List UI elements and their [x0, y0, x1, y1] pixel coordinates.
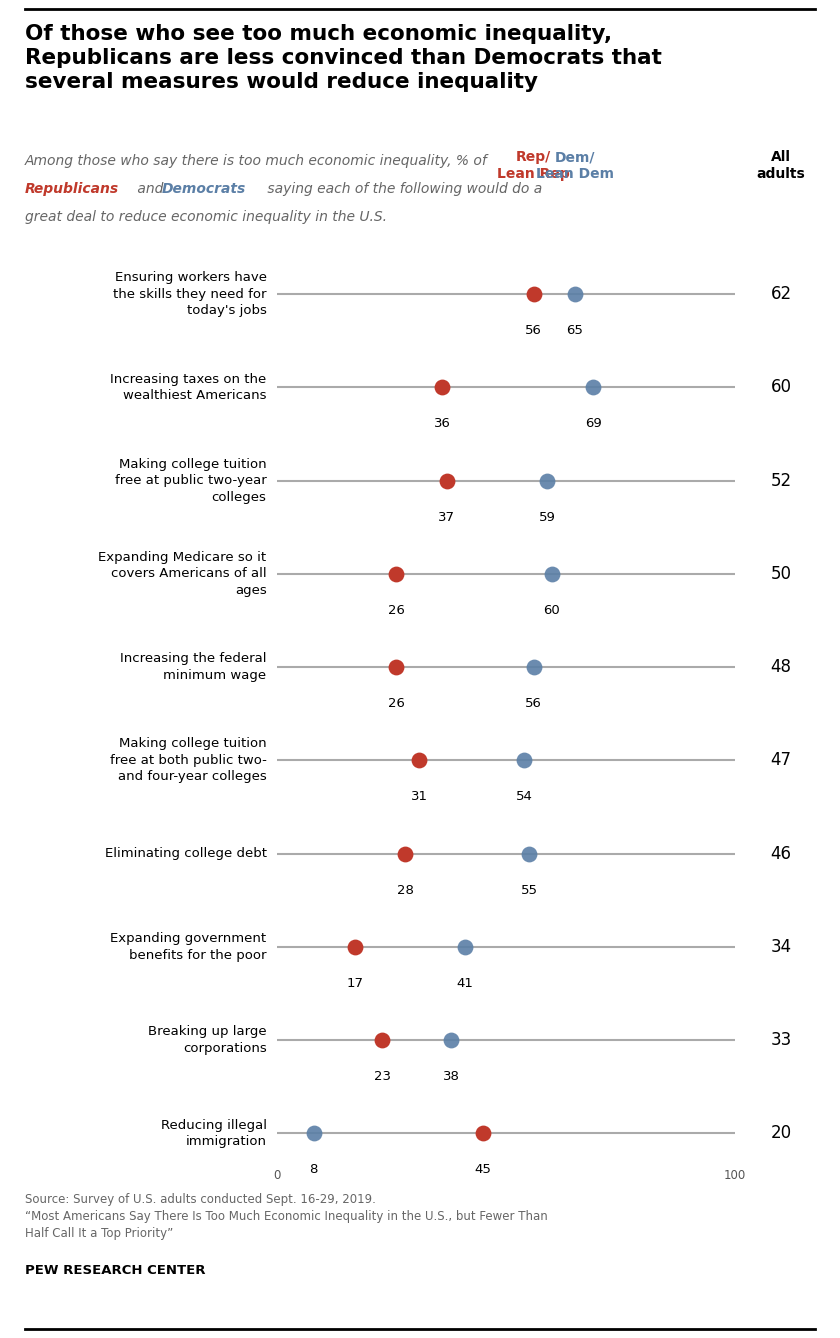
Text: 28: 28 [397, 883, 414, 896]
Point [412, 749, 426, 771]
Text: PEW RESEARCH CENTER: PEW RESEARCH CENTER [25, 1264, 206, 1278]
Text: saying each of the following would do a: saying each of the following would do a [263, 182, 542, 195]
Text: All
adults: All adults [757, 150, 806, 181]
Point [390, 657, 403, 678]
Text: Expanding government
benefits for the poor: Expanding government benefits for the po… [110, 933, 266, 962]
Text: 50: 50 [771, 565, 792, 583]
Text: 23: 23 [374, 1070, 391, 1082]
Text: and: and [133, 182, 167, 195]
Text: 56: 56 [525, 697, 542, 710]
Text: 69: 69 [585, 417, 601, 431]
Text: Democrats: Democrats [162, 182, 246, 195]
Point [586, 377, 600, 399]
Point [541, 470, 554, 491]
Text: Breaking up large
corporations: Breaking up large corporations [148, 1025, 266, 1054]
Text: 60: 60 [771, 379, 792, 396]
Point [375, 1029, 389, 1050]
Text: 48: 48 [771, 658, 792, 676]
Text: Of those who see too much economic inequality,
Republicans are less convinced th: Of those who see too much economic inequ… [25, 24, 662, 92]
Text: great deal to reduce economic inequality in the U.S.: great deal to reduce economic inequality… [25, 210, 387, 223]
Text: 8: 8 [310, 1163, 318, 1176]
Text: 0: 0 [274, 1169, 281, 1181]
Text: 31: 31 [411, 791, 428, 803]
Point [307, 1123, 321, 1144]
Point [390, 563, 403, 585]
Point [522, 843, 536, 864]
Text: 41: 41 [456, 977, 473, 990]
Text: 54: 54 [516, 791, 533, 803]
Text: Making college tuition
free at both public two-
and four-year colleges: Making college tuition free at both publ… [110, 737, 266, 784]
Text: 55: 55 [521, 883, 538, 896]
Point [527, 284, 540, 305]
Point [444, 1029, 458, 1050]
Text: 56: 56 [525, 324, 542, 337]
Text: Ensuring workers have
the skills they need for
today's jobs: Ensuring workers have the skills they ne… [113, 272, 266, 317]
Text: 46: 46 [771, 844, 792, 863]
Point [458, 937, 471, 958]
Text: Rep/
Lean Rep: Rep/ Lean Rep [497, 150, 570, 181]
Point [545, 563, 559, 585]
Text: Source: Survey of U.S. adults conducted Sept. 16-29, 2019.
“Most Americans Say T: Source: Survey of U.S. adults conducted … [25, 1193, 548, 1240]
Text: Eliminating college debt: Eliminating college debt [104, 847, 266, 860]
Text: 34: 34 [770, 938, 792, 955]
Text: Among those who say there is too much economic inequality, % of: Among those who say there is too much ec… [25, 154, 488, 167]
Text: 65: 65 [566, 324, 583, 337]
Point [440, 470, 454, 491]
Text: 26: 26 [388, 603, 405, 617]
Text: 62: 62 [770, 285, 792, 304]
Text: 52: 52 [770, 472, 792, 490]
Text: 47: 47 [771, 752, 792, 769]
Text: Reducing illegal
immigration: Reducing illegal immigration [160, 1119, 266, 1148]
Point [568, 284, 581, 305]
Point [517, 749, 531, 771]
Point [527, 657, 540, 678]
Text: 38: 38 [443, 1070, 459, 1082]
Text: Increasing the federal
minimum wage: Increasing the federal minimum wage [120, 653, 266, 682]
Text: Expanding Medicare so it
covers Americans of all
ages: Expanding Medicare so it covers American… [98, 551, 266, 597]
Text: 37: 37 [438, 511, 455, 523]
Text: 20: 20 [770, 1124, 792, 1143]
Point [476, 1123, 490, 1144]
Text: 100: 100 [724, 1169, 746, 1181]
Text: 45: 45 [475, 1163, 491, 1176]
Text: 17: 17 [347, 977, 364, 990]
Text: 59: 59 [538, 511, 556, 523]
Text: Dem/
Lean Dem: Dem/ Lean Dem [536, 150, 614, 181]
Point [399, 843, 412, 864]
Text: 60: 60 [543, 603, 560, 617]
Point [435, 377, 449, 399]
Text: 33: 33 [770, 1032, 792, 1049]
Text: Making college tuition
free at public two-year
colleges: Making college tuition free at public tw… [115, 458, 266, 503]
Text: Increasing taxes on the
wealthiest Americans: Increasing taxes on the wealthiest Ameri… [110, 373, 266, 403]
Text: 36: 36 [433, 417, 450, 431]
Text: Republicans: Republicans [25, 182, 119, 195]
Point [349, 937, 362, 958]
Text: 26: 26 [388, 697, 405, 710]
